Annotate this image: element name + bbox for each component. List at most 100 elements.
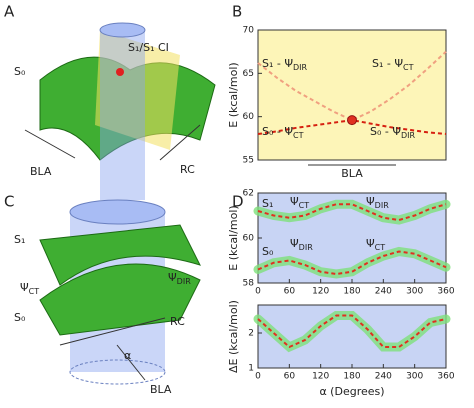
x-tick-label: 240 [375, 372, 392, 382]
label: S₁ [14, 233, 25, 246]
label: S₁ - ΨCT [372, 57, 414, 72]
x-tick-label: 240 [375, 287, 392, 297]
label: ΨCT [366, 237, 385, 252]
label: S₁ [262, 197, 273, 210]
label: ΨDIR [366, 195, 389, 210]
panel-letter: C [4, 193, 14, 211]
x-axis-title: α (Degrees) [319, 385, 384, 398]
x-tick-label: 60 [284, 372, 296, 382]
label-text: S₁ [14, 233, 25, 246]
panel-letter: B [232, 3, 242, 21]
label: S₀ [14, 65, 26, 78]
series-line [257, 203, 447, 222]
arrow [159, 124, 201, 161]
y-tick-label: 1 [248, 364, 254, 374]
cylinder [100, 30, 145, 200]
ci-point [116, 68, 124, 76]
label-sub: DIR [375, 201, 390, 210]
y-axis-title: E (kcal/mol) [227, 205, 240, 270]
x-tick-label: 180 [343, 287, 360, 297]
label-sub: DIR [177, 277, 192, 286]
label: ΨDIR [290, 237, 313, 252]
y-tick-label: 70 [243, 26, 255, 36]
label-text: S₀ [14, 311, 26, 324]
series-line [257, 119, 447, 135]
panel-c-art [39, 199, 201, 385]
x-tick-label: 360 [437, 372, 454, 382]
label-sub: CT [403, 63, 414, 72]
label: ΨCT [20, 281, 39, 296]
cylinder-top [69, 199, 166, 225]
series-band [253, 246, 451, 279]
y-tick-label: 62 [243, 189, 254, 199]
x-tick-label: 60 [284, 287, 296, 297]
label-text: S₁ - Ψ [262, 57, 293, 70]
y-tick-label: 55 [243, 156, 254, 166]
panel-letter: A [4, 3, 15, 21]
label: S₁ - ΨDIR [262, 57, 308, 72]
x-tick-label: 120 [312, 287, 329, 297]
x-tick-label: 300 [406, 287, 423, 297]
label-text: Ψ [290, 195, 299, 208]
plane [95, 30, 180, 150]
panel-letter: D [232, 193, 244, 211]
label-sub: DIR [293, 63, 308, 72]
label-sub: DIR [299, 243, 314, 252]
label: ΨCT [290, 195, 309, 210]
cylinder-base [69, 359, 166, 385]
label: S₀ [262, 245, 274, 258]
cylinder-top [99, 22, 146, 38]
y-axis-title: ΔE (kcal/mol) [227, 300, 240, 373]
y-tick-label: 65 [243, 69, 254, 79]
panel-a-art [24, 22, 216, 200]
label-text: S₀ - Ψ [262, 125, 293, 138]
axis [116, 344, 146, 381]
x-tick-label: 0 [255, 372, 261, 382]
label-text: Ψ [290, 237, 299, 250]
x-tick-label: 180 [343, 372, 360, 382]
label-sub: CT [375, 243, 386, 252]
label-sub: CT [293, 131, 304, 140]
label-text: S₀ [262, 245, 274, 258]
upper-surface [39, 224, 201, 286]
label-sub: CT [29, 287, 40, 296]
label: S₀ - ΨCT [262, 125, 304, 140]
arrow [24, 129, 76, 159]
label: S₁/S₁ CI [128, 41, 169, 54]
label: S₀ - ΨDIR [370, 125, 416, 140]
x-tick-label: 0 [255, 287, 261, 297]
label-text: BLA [150, 383, 172, 396]
x-axis-title: BLA [341, 167, 363, 180]
y-axis-title: E (kcal/mol) [227, 62, 240, 127]
label: RC [170, 315, 185, 328]
label-sub: DIR [401, 131, 416, 140]
label: BLA [30, 165, 52, 178]
lower-surface [39, 263, 201, 336]
label: α [124, 349, 131, 362]
label-text: Ψ [20, 281, 29, 294]
x-tick-label: 360 [437, 287, 454, 297]
label-text: Ψ [168, 271, 177, 284]
series-line [257, 314, 447, 349]
label-text: Ψ [366, 237, 375, 250]
y-tick-label: 58 [243, 279, 255, 289]
label-text: S₀ - Ψ [370, 125, 401, 138]
x-tick-label: 120 [312, 372, 329, 382]
label: S₀ [14, 311, 26, 324]
label: BLA [150, 383, 172, 396]
label-text: Ψ [366, 195, 375, 208]
plot-area [257, 29, 447, 161]
label-text: S₁ [262, 197, 273, 210]
label-text: S₁ - Ψ [372, 57, 403, 70]
x-tick-label: 300 [406, 372, 423, 382]
label-text: RC [170, 315, 185, 328]
label: RC [180, 163, 195, 176]
ci-point [347, 115, 357, 126]
y-tick-label: 60 [243, 234, 255, 244]
axis [59, 317, 166, 346]
label: ΨDIR [168, 271, 191, 286]
y-tick-label: 2 [248, 329, 254, 339]
label-sub: CT [299, 201, 310, 210]
y-tick-label: 60 [243, 112, 255, 122]
